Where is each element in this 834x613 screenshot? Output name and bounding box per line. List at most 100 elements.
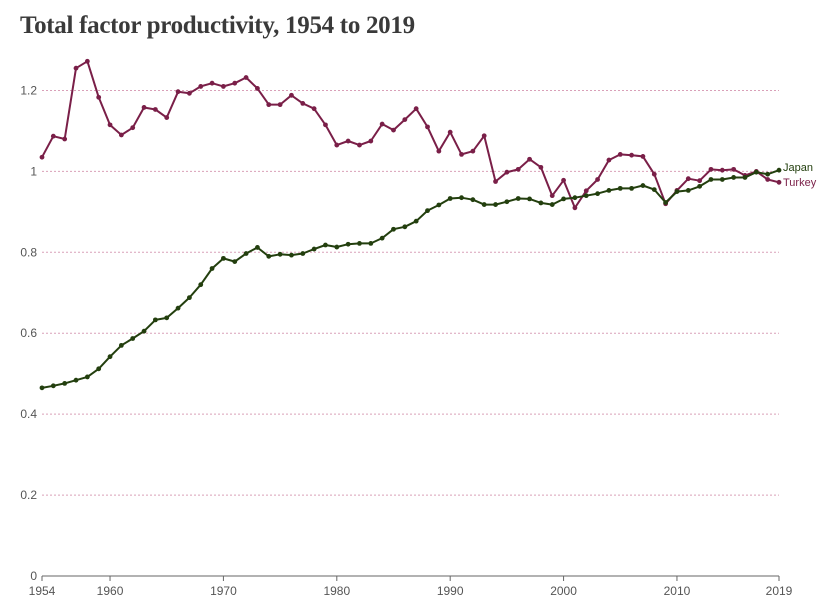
- data-point-turkey: [447, 129, 453, 135]
- y-tick-label: 1.2: [20, 83, 37, 97]
- data-point-turkey: [277, 102, 283, 108]
- x-tick-label: 1960: [97, 584, 124, 598]
- x-tick-label: 1980: [323, 584, 350, 598]
- data-point-japan: [50, 383, 56, 389]
- data-point-turkey: [459, 151, 464, 157]
- x-tick-label: 2010: [664, 584, 691, 598]
- x-tick-label: 1990: [437, 584, 464, 598]
- data-point-japan: [266, 253, 272, 259]
- data-point-turkey: [436, 148, 442, 154]
- data-point-turkey: [402, 117, 408, 122]
- data-point-turkey: [583, 188, 589, 194]
- data-point-japan: [311, 246, 317, 252]
- data-point-turkey: [62, 136, 68, 142]
- data-point-turkey: [391, 127, 396, 133]
- data-point-turkey: [50, 133, 56, 139]
- data-point-japan: [334, 244, 340, 250]
- series-line-japan: [41, 169, 780, 389]
- data-point-japan: [606, 188, 612, 193]
- data-point-turkey: [232, 80, 238, 86]
- data-point-turkey: [697, 178, 703, 184]
- data-point-turkey: [595, 177, 600, 182]
- data-point-japan: [527, 196, 532, 202]
- x-tick-label: 2019: [766, 584, 793, 598]
- chart-title: Total factor productivity, 1954 to 2019: [20, 12, 415, 39]
- data-point-japan: [345, 241, 351, 247]
- data-point-japan: [323, 242, 328, 248]
- data-point-japan: [617, 185, 623, 191]
- data-point-japan: [300, 251, 306, 256]
- data-point-turkey: [175, 89, 181, 95]
- x-tick-label: 1954: [29, 584, 56, 598]
- data-point-turkey: [572, 205, 578, 211]
- data-point-turkey: [311, 106, 317, 112]
- data-point-turkey: [549, 193, 555, 199]
- data-point-turkey: [617, 151, 623, 157]
- data-point-japan: [549, 202, 555, 207]
- data-point-japan: [209, 266, 215, 271]
- series-label-turkey: Turkey: [783, 177, 817, 189]
- data-point-turkey: [84, 58, 90, 64]
- data-point-turkey: [243, 75, 249, 80]
- data-point-japan: [640, 183, 646, 188]
- data-point-japan: [447, 196, 453, 201]
- data-point-turkey: [527, 156, 532, 162]
- data-point-japan: [697, 183, 703, 189]
- data-point-turkey: [561, 177, 566, 183]
- data-point-japan: [595, 191, 600, 197]
- data-point-japan: [765, 171, 771, 177]
- data-point-japan: [413, 218, 419, 224]
- y-tick-label: 0.6: [20, 326, 37, 340]
- y-tick-label: 0.8: [20, 245, 37, 259]
- data-point-japan: [459, 195, 464, 201]
- data-point-japan: [391, 226, 396, 232]
- data-point-japan: [39, 385, 45, 391]
- data-point-japan: [719, 177, 725, 182]
- data-point-turkey: [538, 164, 544, 170]
- x-tick-label: 2000: [550, 584, 577, 598]
- data-point-japan: [187, 295, 192, 301]
- data-point-turkey: [289, 92, 294, 98]
- data-point-turkey: [379, 121, 385, 127]
- data-point-turkey: [606, 157, 612, 163]
- series-labels: Japan Turkey: [783, 162, 817, 189]
- data-point-turkey: [73, 65, 79, 71]
- data-point-turkey: [221, 84, 226, 89]
- data-point-turkey: [164, 115, 170, 120]
- data-point-japan: [504, 199, 510, 205]
- data-point-japan: [685, 188, 691, 193]
- data-point-turkey: [39, 154, 45, 160]
- data-point-japan: [481, 202, 487, 207]
- data-point-turkey: [345, 138, 351, 144]
- data-point-japan: [118, 342, 124, 348]
- data-point-japan: [277, 251, 283, 257]
- data-point-japan: [572, 195, 578, 201]
- data-point-japan: [107, 354, 113, 360]
- data-point-turkey: [209, 80, 215, 86]
- data-point-japan: [62, 381, 68, 386]
- data-point-turkey: [413, 106, 419, 112]
- data-point-turkey: [765, 177, 771, 182]
- data-point-japan: [470, 197, 476, 203]
- data-point-turkey: [334, 142, 340, 148]
- data-point-turkey: [357, 142, 362, 148]
- data-point-turkey: [640, 154, 646, 159]
- data-point-japan: [130, 336, 136, 341]
- y-tick-label: 1: [30, 164, 37, 178]
- data-point-turkey: [515, 166, 521, 172]
- data-point-turkey: [107, 122, 113, 128]
- data-point-turkey: [198, 84, 204, 89]
- y-tick-label: 0: [30, 569, 37, 583]
- data-point-turkey: [130, 125, 136, 131]
- data-point-japan: [629, 185, 634, 191]
- data-point-japan: [379, 235, 385, 241]
- data-point-japan: [674, 189, 680, 195]
- data-point-japan: [84, 374, 90, 380]
- data-point-japan: [198, 282, 204, 288]
- data-point-turkey: [187, 90, 192, 96]
- data-point-turkey: [504, 169, 510, 175]
- data-point-japan: [776, 167, 782, 173]
- data-point-turkey: [118, 132, 124, 138]
- series-label-japan: Japan: [783, 162, 813, 174]
